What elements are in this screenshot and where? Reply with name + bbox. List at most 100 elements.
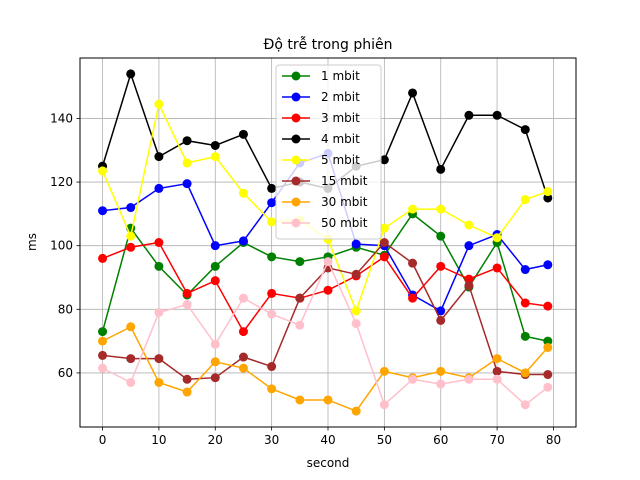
data-point xyxy=(267,198,277,208)
data-point xyxy=(182,179,192,189)
data-point xyxy=(238,236,248,246)
data-point xyxy=(295,293,305,303)
data-point xyxy=(436,306,446,316)
legend-item: 3 mbit xyxy=(282,111,360,125)
series-50-mbit xyxy=(98,257,553,410)
legend-label: 15 mbit xyxy=(321,174,368,188)
data-point xyxy=(520,331,530,341)
legend-frame xyxy=(275,64,382,240)
data-point xyxy=(323,285,333,295)
data-point xyxy=(267,288,277,298)
y-tick-label: 140 xyxy=(50,111,73,125)
data-point xyxy=(238,327,248,337)
data-point xyxy=(238,363,248,373)
data-point xyxy=(543,193,553,203)
legend-marker xyxy=(291,155,301,165)
legend-item: 15 mbit xyxy=(282,174,368,188)
data-point xyxy=(492,233,502,243)
data-point xyxy=(182,136,192,146)
data-point xyxy=(210,339,220,349)
data-point xyxy=(492,374,502,384)
data-point xyxy=(98,166,108,176)
y-tick-label: 120 xyxy=(50,175,73,189)
data-point xyxy=(210,357,220,367)
data-point xyxy=(238,352,248,362)
data-point xyxy=(323,257,333,267)
legend-item: 4 mbit xyxy=(282,132,360,146)
data-point xyxy=(379,238,389,247)
legend: 1 mbit 2 mbit 3 mbit 4 mbit 5 mbit 15 mbit 30 … xyxy=(275,64,382,240)
data-point xyxy=(351,306,361,316)
data-point xyxy=(492,354,502,364)
data-point xyxy=(543,187,553,197)
data-point xyxy=(154,238,164,247)
legend-label: 2 mbit xyxy=(321,90,360,104)
data-point xyxy=(436,315,446,325)
x-tick-label: 70 xyxy=(489,433,504,447)
x-tick-label: 60 xyxy=(433,433,448,447)
data-point xyxy=(408,88,418,98)
legend-marker xyxy=(291,134,301,144)
data-point xyxy=(351,269,361,279)
data-point xyxy=(126,354,136,364)
legend-marker xyxy=(291,197,301,207)
y-axis: 60 80 100 120 140 xyxy=(50,111,80,380)
legend-label: 30 mbit xyxy=(321,195,368,209)
series-3-mbit xyxy=(98,238,553,337)
data-point xyxy=(267,309,277,319)
data-point xyxy=(436,366,446,376)
data-point xyxy=(267,384,277,394)
data-point xyxy=(520,125,530,135)
data-point xyxy=(154,152,164,162)
x-tick-label: 20 xyxy=(208,433,223,447)
legend-marker xyxy=(291,218,301,228)
data-point xyxy=(520,368,530,378)
data-point xyxy=(126,231,136,241)
data-point xyxy=(210,152,220,162)
legend-item: 5 mbit xyxy=(282,153,360,167)
data-point xyxy=(464,374,474,384)
data-point xyxy=(267,362,277,372)
y-tick-label: 100 xyxy=(50,239,73,253)
data-point xyxy=(126,69,136,79)
data-point xyxy=(98,253,108,263)
data-point xyxy=(543,370,553,380)
data-point xyxy=(154,99,164,109)
data-point xyxy=(182,374,192,384)
data-point xyxy=(351,319,361,329)
data-point xyxy=(98,336,108,346)
data-point xyxy=(436,204,446,214)
data-point xyxy=(379,223,389,233)
legend-item: 30 mbit xyxy=(282,195,368,209)
data-point xyxy=(267,217,277,227)
data-point xyxy=(295,320,305,330)
data-point xyxy=(295,395,305,405)
x-axis: 0 10 20 30 40 50 60 70 80 xyxy=(99,427,561,447)
data-point xyxy=(520,298,530,308)
y-tick-label: 60 xyxy=(58,366,73,380)
y-tick-label: 80 xyxy=(58,302,73,316)
data-point xyxy=(464,110,474,120)
legend-label: 50 mbit xyxy=(321,216,368,230)
data-point xyxy=(154,261,164,271)
data-point xyxy=(323,395,333,405)
data-point xyxy=(98,363,108,373)
data-point xyxy=(126,203,136,213)
data-point xyxy=(238,293,248,303)
data-point xyxy=(464,274,474,284)
data-point xyxy=(492,110,502,120)
series-30-mbit xyxy=(98,322,553,416)
data-point xyxy=(98,206,108,216)
data-point xyxy=(436,231,446,241)
data-point xyxy=(436,164,446,174)
x-tick-label: 10 xyxy=(151,433,166,447)
data-point xyxy=(408,258,418,268)
chart-title: Độ trễ trong phiên xyxy=(263,36,392,53)
data-point xyxy=(154,354,164,364)
data-point xyxy=(464,241,474,251)
data-point xyxy=(520,195,530,205)
data-point xyxy=(379,366,389,376)
data-point xyxy=(154,183,164,193)
data-point xyxy=(408,204,418,214)
